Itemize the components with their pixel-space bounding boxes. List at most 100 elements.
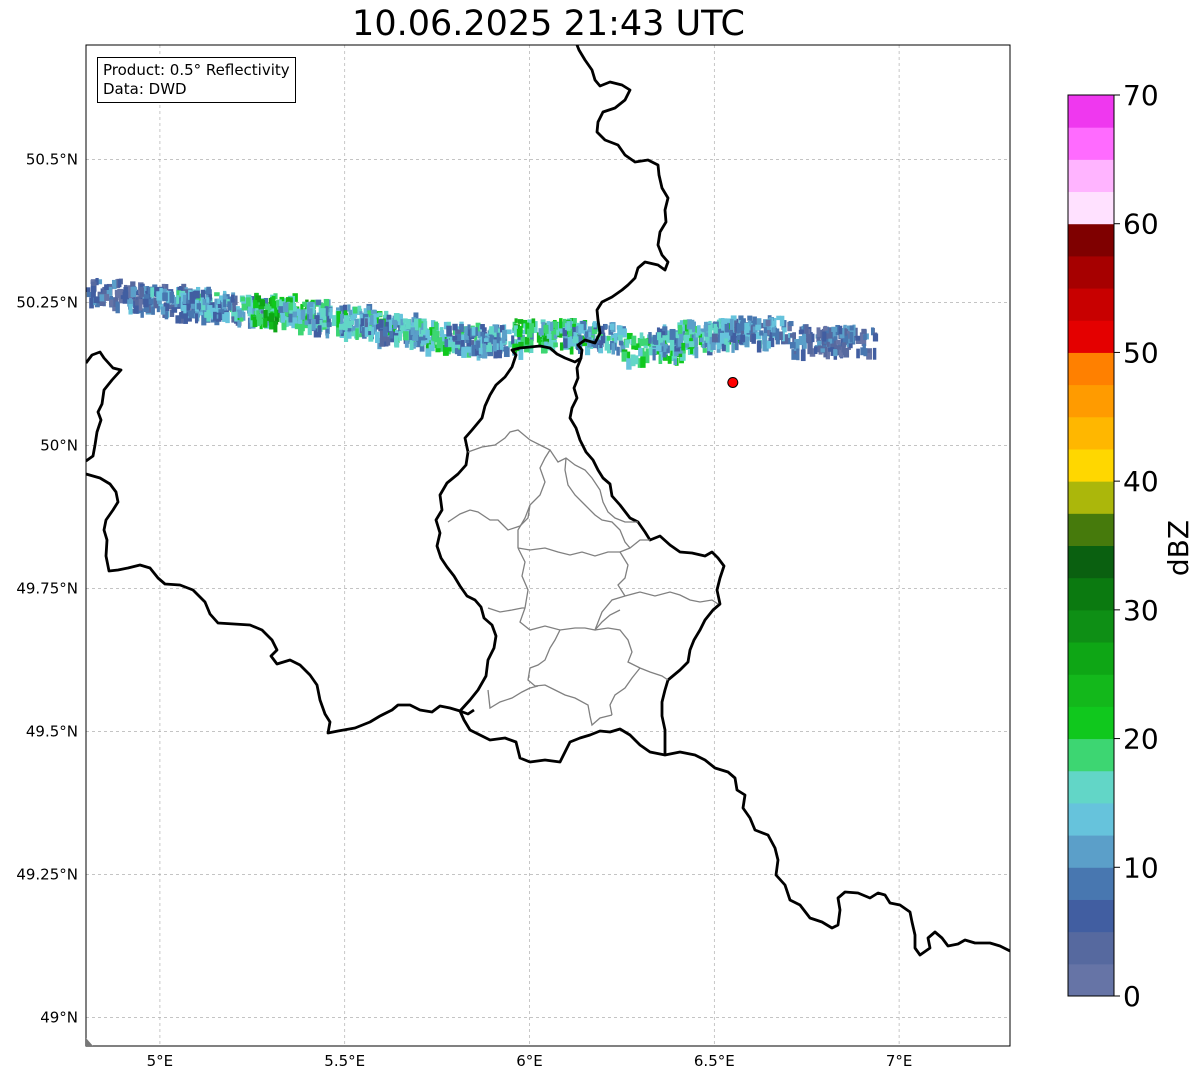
echo-cell [694, 325, 700, 333]
echo-cell [541, 322, 546, 331]
echo-cell [604, 324, 608, 329]
echo-cell [307, 314, 312, 326]
echo-cell [704, 332, 710, 345]
echo-cell [568, 328, 573, 337]
echo-cell [242, 311, 246, 321]
echo-cell [307, 324, 312, 336]
echo-cell [184, 294, 191, 307]
echo-cell [828, 347, 832, 352]
echo-cell [707, 340, 711, 352]
lat-tick-label: 49.75°N [16, 579, 78, 597]
echo-cell [756, 340, 762, 353]
echo-cell [658, 337, 664, 343]
echo-cell [249, 297, 253, 303]
echo-cell [866, 348, 873, 360]
echo-cell [648, 332, 652, 344]
echo-cell [822, 331, 827, 342]
echo-cell [674, 345, 681, 352]
colorbar-segment [1068, 738, 1114, 772]
echo-cell [138, 299, 143, 311]
echo-cell [148, 299, 154, 305]
echo-cell [109, 299, 114, 307]
echo-cell [355, 322, 361, 334]
echo-cell [800, 329, 805, 334]
echo-cell [410, 327, 415, 336]
echo-cell [169, 291, 174, 303]
echo-cell [490, 335, 495, 345]
echo-cell [134, 299, 139, 308]
echo-cell [533, 321, 538, 333]
echo-cell [325, 329, 329, 334]
echo-cell [596, 339, 601, 344]
echo-cell [766, 324, 772, 330]
echo-cell [825, 347, 830, 360]
echo-cell [702, 340, 707, 349]
echo-cell [835, 345, 841, 356]
echo-cell [413, 318, 419, 331]
echo-cell [843, 324, 847, 331]
echo-cell [440, 336, 446, 342]
echo-cell [747, 315, 753, 321]
echo-cell [122, 291, 129, 304]
echo-cell [442, 344, 449, 356]
lat-tick-label: 50.25°N [16, 293, 78, 311]
echo-cell [340, 313, 344, 324]
echo-cell [683, 345, 689, 350]
echo-cell [413, 341, 418, 347]
echo-cell [548, 341, 552, 351]
echo-cell [289, 307, 294, 314]
echo-cell [624, 339, 630, 348]
echo-cell [725, 340, 730, 353]
echo-cell [156, 291, 163, 301]
echo-cell [378, 319, 384, 328]
echo-cell [204, 311, 209, 318]
echo-cell [553, 334, 558, 339]
echo-cell [111, 279, 117, 290]
echo-cell [508, 341, 513, 348]
echo-cell [772, 327, 776, 333]
echo-cell [86, 287, 91, 293]
echo-cell [586, 332, 592, 339]
echo-cell [182, 294, 187, 304]
echo-cell [274, 313, 279, 325]
echo-cell [421, 329, 426, 335]
echo-cell [435, 331, 440, 337]
echo-cell [638, 347, 643, 357]
echo-cell [322, 325, 327, 330]
lat-tick-label: 50.5°N [26, 150, 78, 168]
echo-cell [297, 312, 303, 324]
echo-cell [189, 291, 195, 304]
echo-cell [256, 310, 260, 320]
echo-cell [664, 345, 670, 354]
echo-cell [661, 346, 667, 352]
echo-cell [483, 341, 489, 347]
echo-cell [658, 355, 663, 364]
echo-cell [208, 309, 213, 318]
echo-cell [413, 312, 419, 321]
echo-cell [246, 297, 251, 307]
echo-cell [222, 312, 228, 322]
colorbar-tick-label: 10 [1123, 851, 1159, 884]
echo-cell [617, 325, 623, 337]
echo-cell [585, 345, 591, 356]
echo-cell [538, 339, 543, 347]
echo-cell [219, 295, 224, 303]
echo-cell [257, 298, 261, 303]
echo-cell [114, 289, 120, 295]
echo-cell [382, 331, 387, 342]
echo-cell [740, 334, 746, 342]
echo-cell [350, 331, 356, 337]
lat-tick-label: 49.5°N [26, 722, 78, 740]
echo-cell [708, 324, 713, 337]
echo-cell [280, 301, 286, 307]
echo-cell [362, 313, 369, 319]
echo-cell [730, 315, 737, 328]
echo-cell [683, 334, 690, 344]
echo-cell [394, 342, 400, 348]
echo-cell [846, 337, 853, 348]
echo-cell [480, 331, 485, 339]
echo-cell [418, 335, 424, 344]
echo-cell [379, 337, 386, 347]
radar-site-marker [727, 376, 739, 388]
